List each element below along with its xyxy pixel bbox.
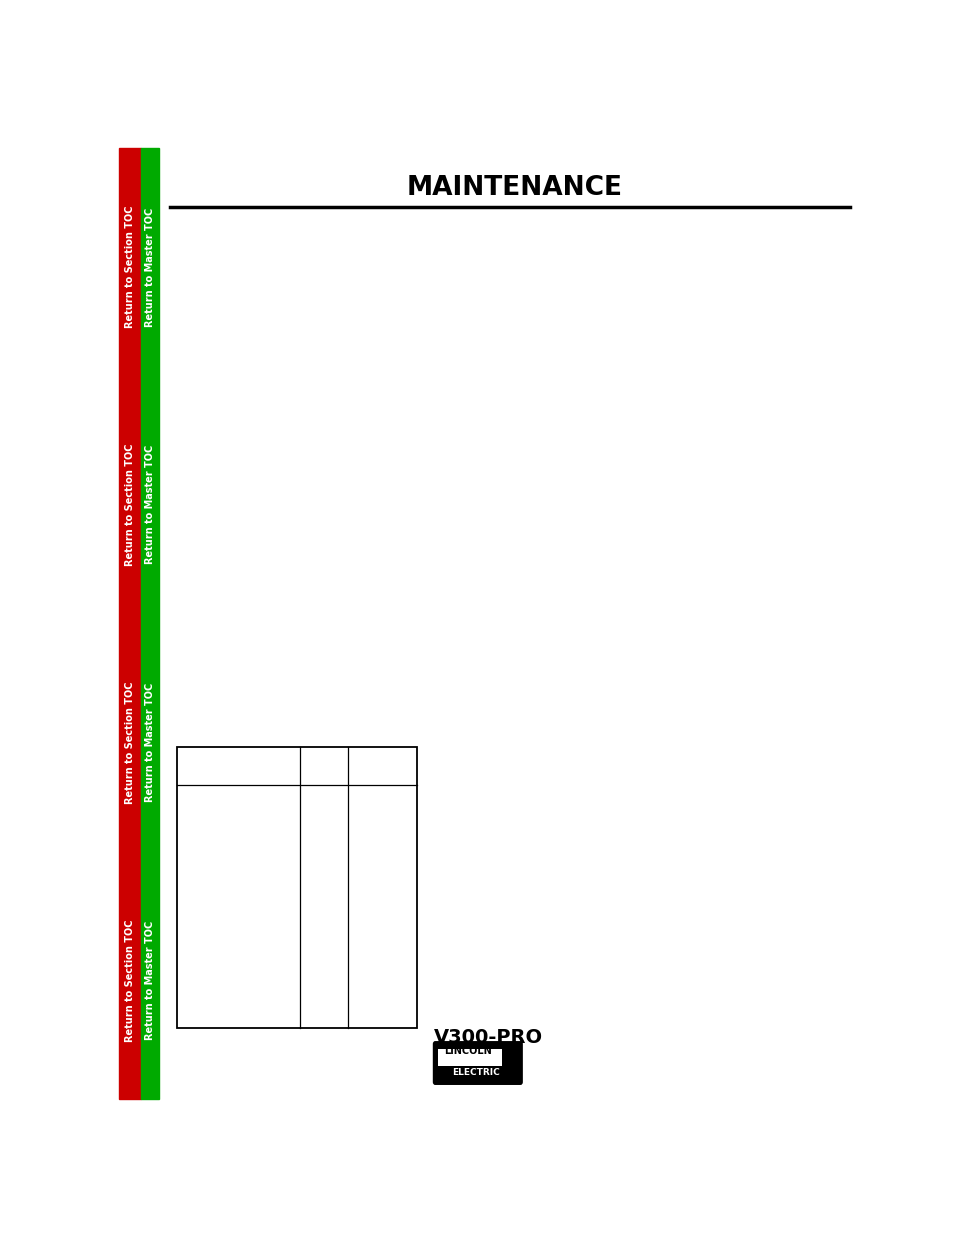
Text: Return to Master TOC: Return to Master TOC [145,445,155,564]
Text: Return to Section TOC: Return to Section TOC [125,919,135,1041]
Text: Return to Section TOC: Return to Section TOC [125,443,135,566]
Text: V300-PRO: V300-PRO [434,1028,543,1047]
Text: LINCOLN: LINCOLN [443,1046,491,1056]
FancyBboxPatch shape [434,1042,521,1084]
Bar [141,148,159,1099]
Text: Return to Section TOC: Return to Section TOC [125,682,135,804]
Bar [437,1049,501,1066]
Text: MAINTENANCE: MAINTENANCE [406,175,622,201]
Bar [119,148,141,1099]
Text: Return to Master TOC: Return to Master TOC [145,920,155,1040]
Text: Return to Master TOC: Return to Master TOC [145,207,155,327]
Text: ELECTRIC: ELECTRIC [452,1068,499,1077]
Bar [176,747,416,1028]
Text: •: • [497,1045,501,1053]
Text: Return to Section TOC: Return to Section TOC [125,206,135,329]
Text: Return to Master TOC: Return to Master TOC [145,683,155,803]
